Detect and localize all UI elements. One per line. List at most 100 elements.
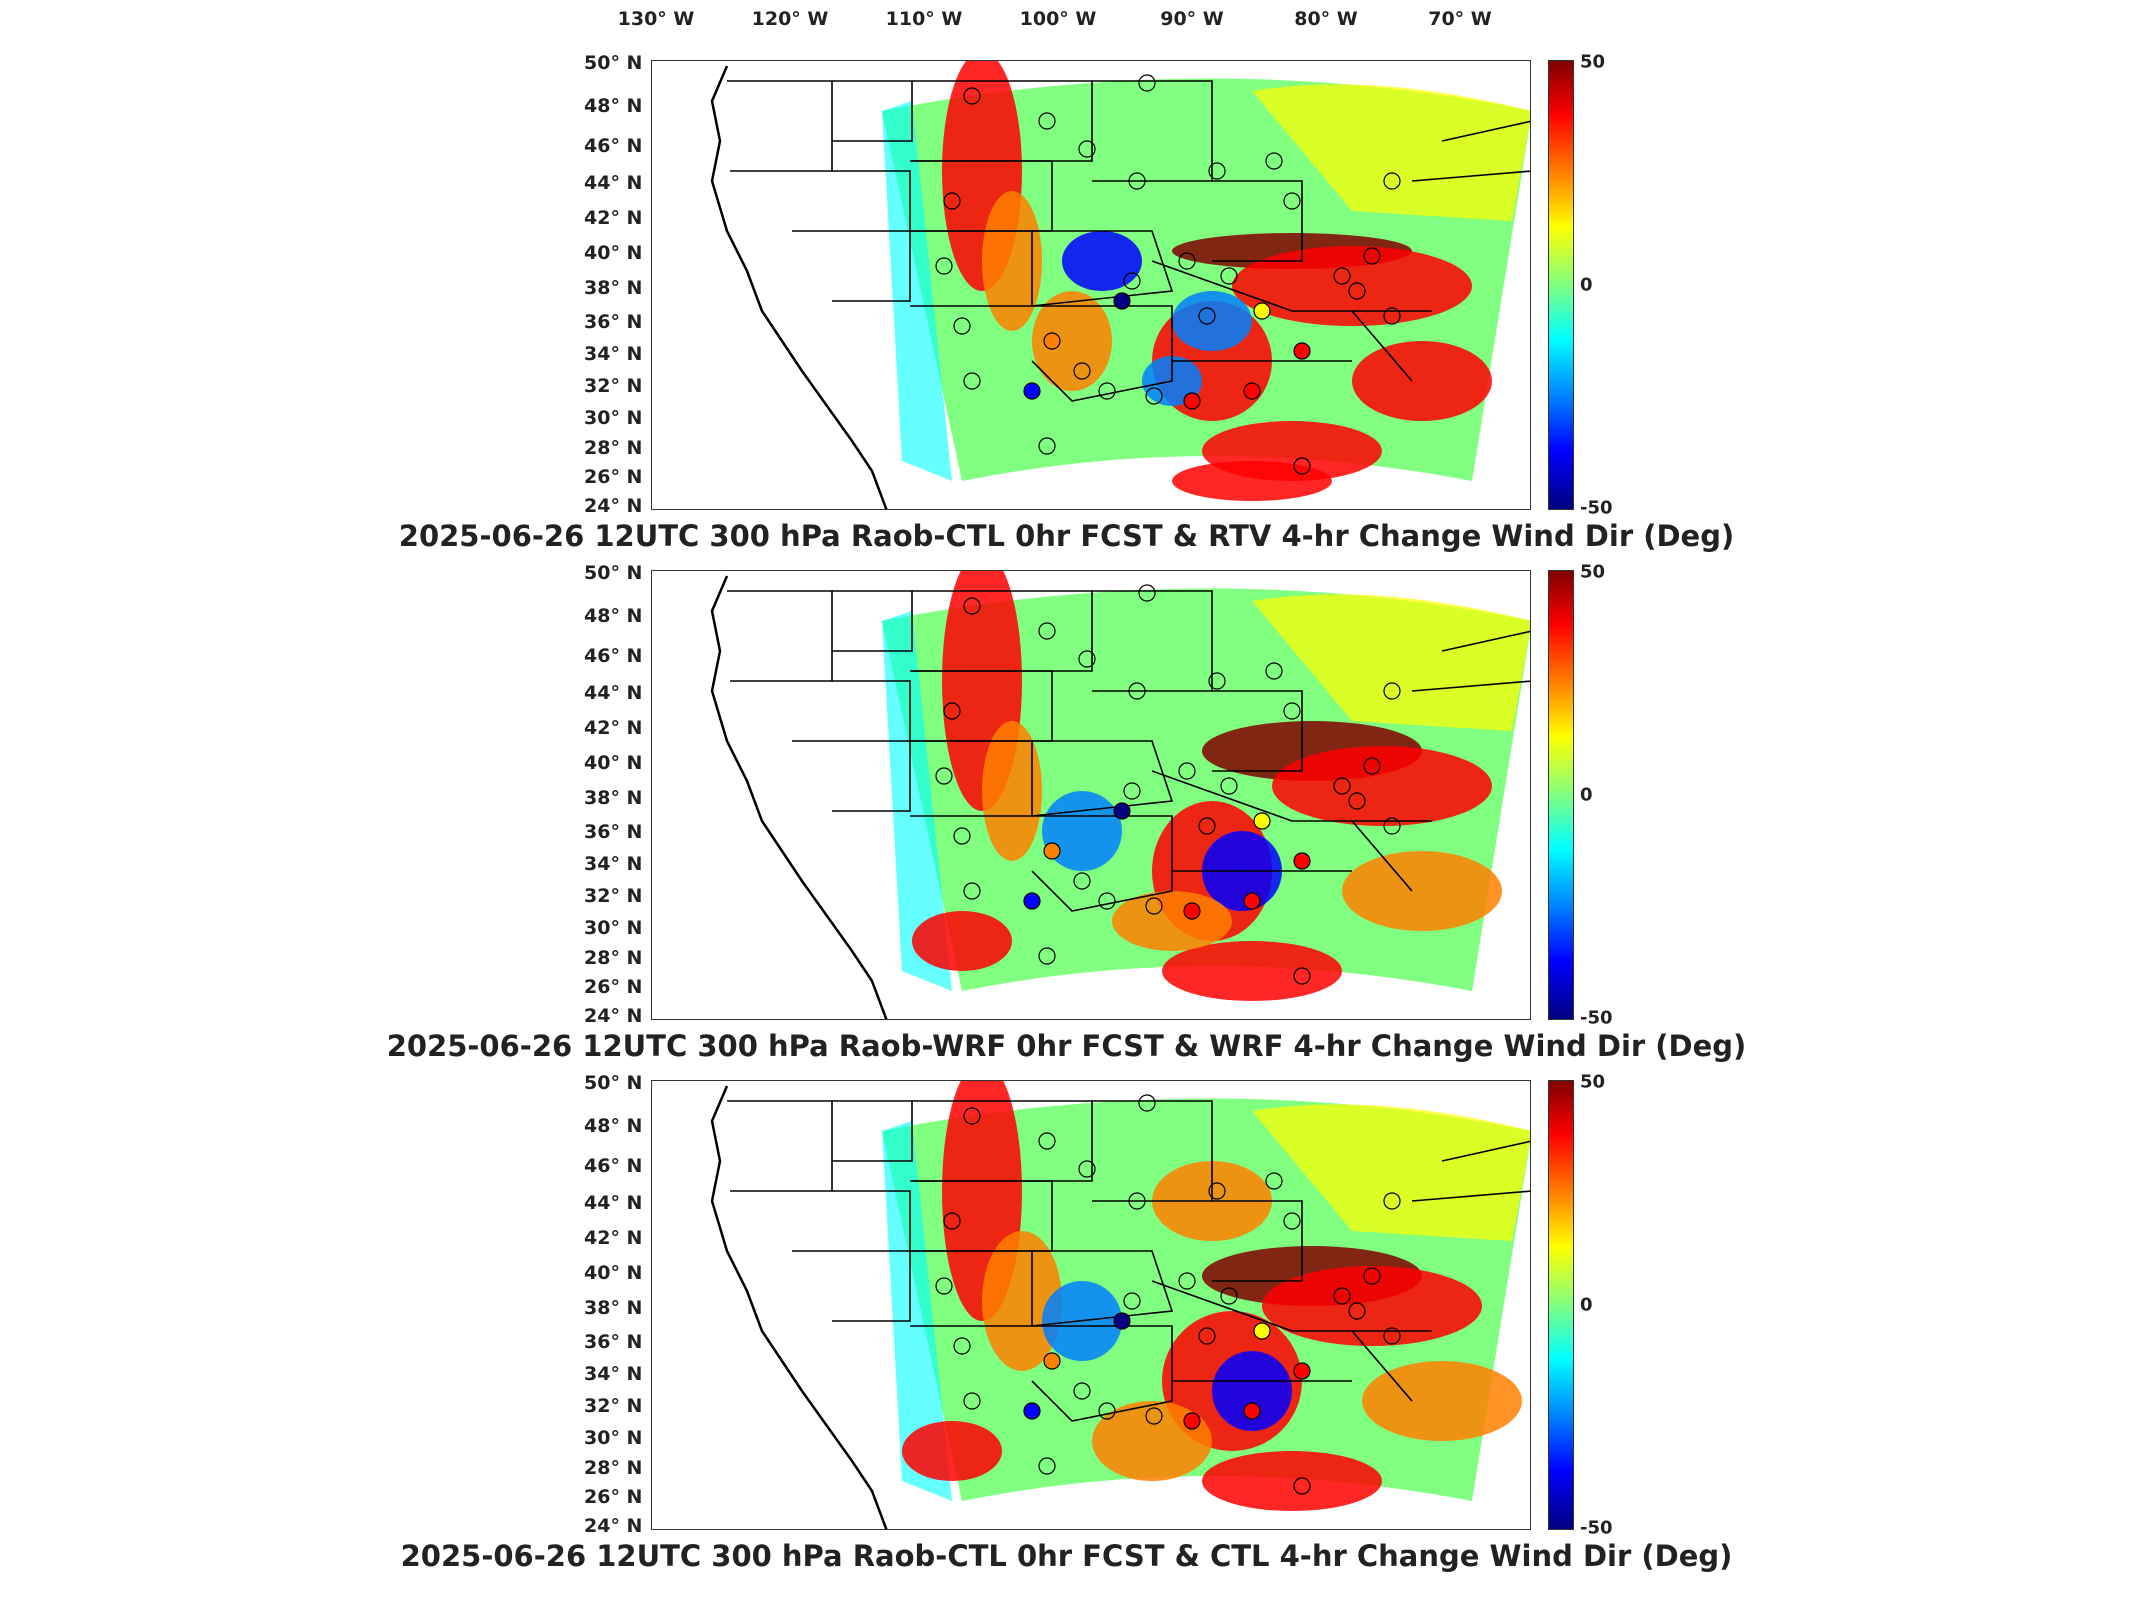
state-boundary [1351,310,1413,382]
lat-label: 28° N [584,947,643,969]
data-field-patch [1252,594,1530,731]
wind-direction-map [710,571,1530,1019]
raob-station-marker [1038,1132,1056,1150]
raob-station-marker [1138,584,1156,602]
data-anomaly [1112,891,1232,951]
raob-station-marker [1183,902,1201,920]
state-boundary [1092,80,1213,182]
state-boundary [1092,590,1213,692]
lat-label: 38° N [584,787,643,809]
state-boundary [832,170,911,302]
raob-station-marker [1208,1182,1226,1200]
state-boundary [727,1100,833,1192]
raob-station-marker [1220,267,1238,285]
raob-station-marker [1023,1402,1041,1420]
raob-station-marker [1283,702,1301,720]
panel-title: 2025-06-26 12UTC 300 hPa Raob-CTL 0hr FC… [398,519,1735,553]
raob-station-marker [1253,302,1271,320]
colorbar-min-label: -50 [1580,497,1613,519]
raob-station-marker [935,767,953,785]
raob-station-marker [935,257,953,275]
lat-label: 44° N [584,682,643,704]
raob-station-marker [943,702,961,720]
raob-station-marker [1183,392,1201,410]
lat-label: 40° N [584,752,643,774]
raob-station-marker [1073,1382,1091,1400]
data-anomaly [1212,1351,1292,1431]
lat-label: 38° N [584,277,643,299]
raob-station-marker [1283,1212,1301,1230]
lat-label: 44° N [584,172,643,194]
state-boundary [1212,1200,1303,1282]
state-boundary [910,740,1033,817]
raob-station-marker [1145,1407,1163,1425]
raob-station-marker [1333,267,1351,285]
raob-station-marker [1293,457,1311,475]
raob-station-marker [1038,1457,1056,1475]
data-anomaly [1352,341,1492,421]
map-panel-2: 50° N 48° N 46° N 44° N 42° N 40° N 38° … [0,550,2133,1064]
state-boundary [1212,690,1303,772]
raob-station-marker [1383,307,1401,325]
wind-direction-map [710,1081,1530,1529]
lat-label: 42° N [584,207,643,229]
raob-station-marker [1253,1322,1271,1340]
raob-station-marker [1208,672,1226,690]
panel-title: 2025-06-26 12UTC 300 hPa Raob-CTL 0hr FC… [400,1539,1733,1573]
raob-station-marker [1038,947,1056,965]
map-frame [651,60,1531,510]
raob-station-marker [963,597,981,615]
lat-label: 32° N [584,885,643,907]
lat-label: 34° N [584,1363,643,1385]
data-anomaly [982,721,1042,861]
raob-station-marker [1198,1327,1216,1345]
raob-station-marker [1128,682,1146,700]
raob-station-marker [1293,967,1311,985]
lat-label: 26° N [584,1486,643,1508]
raob-station-marker [1383,682,1401,700]
lat-label: 24° N [584,1005,643,1027]
colorbar-mid-label: 0 [1580,784,1593,806]
colorbar-min-label: -50 [1580,1517,1613,1539]
state-boundary [1441,120,1530,142]
state-boundary [832,680,911,812]
lat-label: 32° N [584,375,643,397]
lat-label: 48° N [584,605,643,627]
raob-station-marker [1198,817,1216,835]
raob-station-marker [1145,897,1163,915]
lat-label: 46° N [584,135,643,157]
state-boundary [727,590,833,682]
state-boundary [1031,740,1174,817]
state-boundary [1092,1100,1213,1202]
raob-station-marker [1265,662,1283,680]
state-boundary [1411,170,1530,182]
raob-station-marker [1113,802,1131,820]
data-anomaly [1172,291,1252,351]
lat-label: 30° N [584,1427,643,1449]
raob-station-marker [1098,1402,1116,1420]
raob-station-marker [1043,332,1061,350]
colorbar-mid-label: 0 [1580,1294,1593,1316]
state-boundary [1351,820,1413,892]
raob-station-marker [1348,282,1366,300]
data-anomaly [982,191,1042,331]
state-boundary [1411,1190,1530,1202]
lat-label: 46° N [584,645,643,667]
raob-station-marker [1138,74,1156,92]
coastline [710,65,888,509]
raob-station-marker [1178,762,1196,780]
wind-direction-map [710,61,1530,509]
raob-station-marker [1293,852,1311,870]
lon-label: 130° W [617,8,695,30]
raob-station-marker [1383,1327,1401,1345]
state-boundary [832,1190,911,1322]
raob-station-marker [1283,192,1301,210]
colorbar [1548,570,1574,1020]
raob-station-marker [1078,650,1096,668]
lat-label: 24° N [584,495,643,517]
lat-label: 32° N [584,1395,643,1417]
raob-station-marker [1253,812,1271,830]
state-boundary [1411,680,1530,692]
lon-label: 70° W [1428,8,1492,30]
lat-label: 26° N [584,976,643,998]
